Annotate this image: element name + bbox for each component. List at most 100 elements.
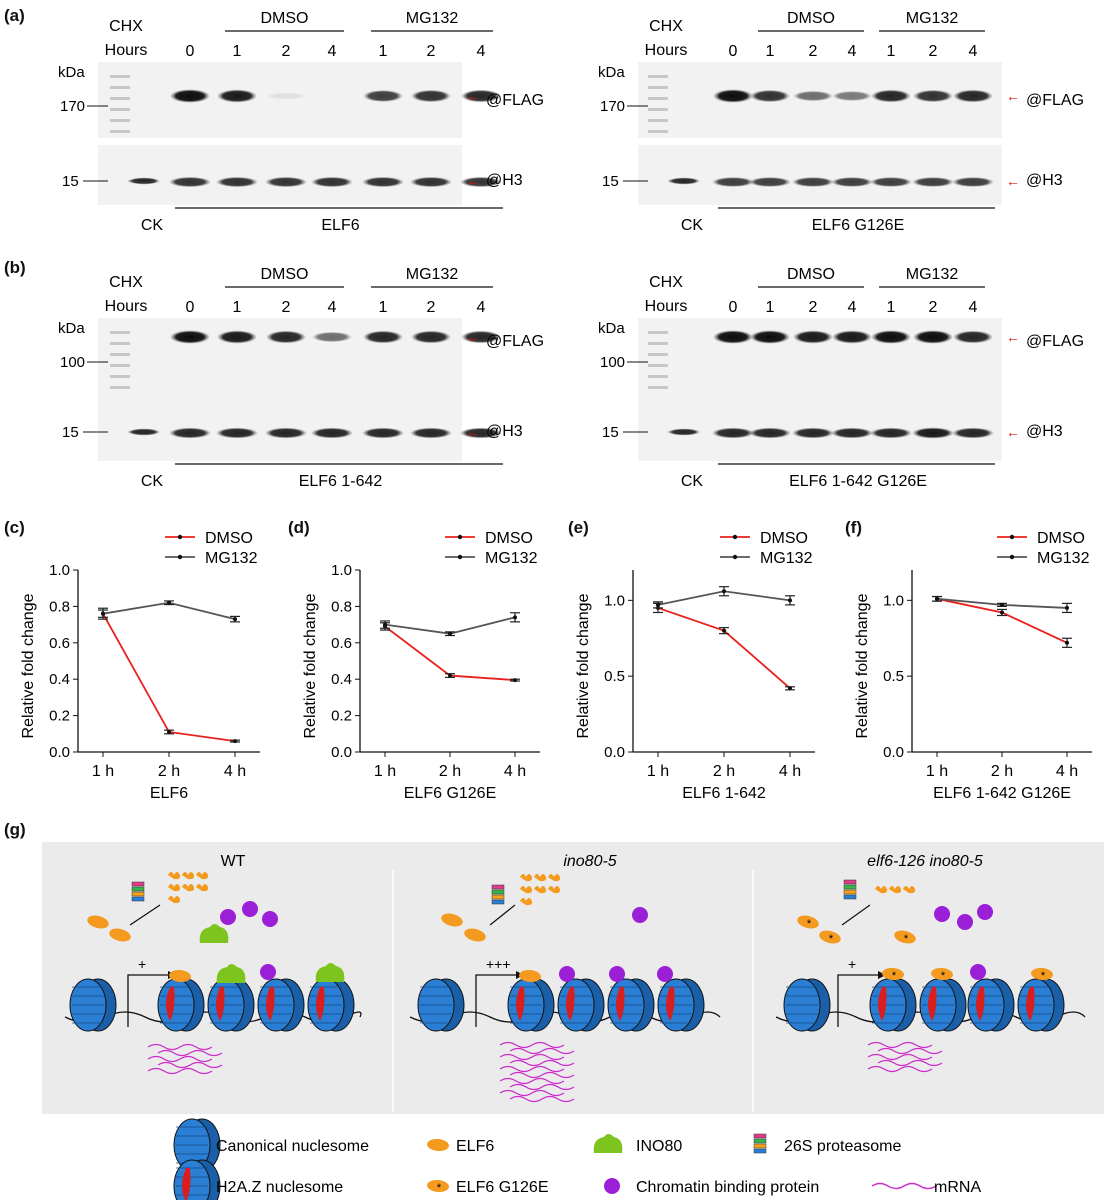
arrow-head <box>878 971 886 979</box>
ck-label: CK <box>681 217 704 234</box>
h2az-nucleosome <box>967 978 1015 1032</box>
degraded-fragment <box>889 886 902 894</box>
red-arrow: ← <box>1006 173 1020 189</box>
proteasome <box>843 879 857 900</box>
ladder-band <box>648 108 668 111</box>
hours-label: Hours <box>645 42 688 59</box>
band <box>952 427 994 439</box>
band <box>712 427 754 439</box>
y-tick-label: 0.4 <box>49 671 70 688</box>
band <box>831 177 873 187</box>
mrna <box>509 1095 575 1103</box>
elf6 <box>87 915 109 929</box>
chromatin-binding-protein <box>604 1178 620 1194</box>
panel-label-g: (g) <box>4 820 26 839</box>
x-tick-label: 2 h <box>991 763 1013 780</box>
proteasome <box>491 884 505 905</box>
mrna <box>509 1071 575 1079</box>
ino80 <box>199 924 229 943</box>
y-axis-label: Relative fold change <box>854 593 871 738</box>
legend-marker <box>457 534 463 540</box>
condition-mg132: MG132 <box>406 10 459 27</box>
y-tick-label: 0.6 <box>49 635 70 652</box>
western-blots: CHX Hours DMSO MG132 0 1 2 4 1 2 4 kDa 170 ← @FLAG 15 ← @… <box>58 10 1084 490</box>
condition-mg132: MG132 <box>906 266 959 283</box>
y-axis-label: Relative fold change <box>20 593 37 738</box>
data-point <box>1000 602 1004 607</box>
model-wt: + <box>64 872 362 1075</box>
band <box>217 330 257 344</box>
panel-title: elf6-126 ino80-5 <box>867 853 983 870</box>
y-tick-label: 1.0 <box>49 562 70 579</box>
band <box>831 427 873 439</box>
ladder-band <box>110 386 130 389</box>
hour-label: 2 <box>929 43 938 60</box>
band <box>792 177 834 187</box>
antibody-top: @FLAG <box>1026 92 1084 109</box>
data-point <box>513 615 517 620</box>
legend-item: 26S proteasome <box>784 1138 902 1155</box>
hour-label: 2 <box>427 43 436 60</box>
degraded-fragment <box>182 884 195 892</box>
transcription-arrow <box>475 974 516 1027</box>
panel-label-a: (a) <box>4 6 25 25</box>
transcription-arrow <box>837 974 878 1027</box>
red-arrow: ← <box>466 88 480 104</box>
degraded-fragment <box>168 884 181 892</box>
marker-bottom: 15 <box>62 424 79 441</box>
elf6-g126e <box>1031 967 1053 981</box>
antibody-bottom: @H3 <box>486 172 523 189</box>
condition-dmso: DMSO <box>261 266 309 283</box>
mrna <box>867 1041 933 1049</box>
band <box>460 427 502 439</box>
hour-label: 1 <box>379 43 388 60</box>
data-point <box>788 598 792 603</box>
y-tick-label: 0.4 <box>331 671 352 688</box>
band <box>713 330 753 344</box>
x-axis-label: ELF6 <box>150 785 188 802</box>
ladder-band <box>110 130 130 133</box>
y-axis-label: Relative fold change <box>302 593 319 738</box>
legend-label: DMSO <box>205 530 253 547</box>
y-tick-label: 1.0 <box>604 592 625 609</box>
transcription-arrow <box>127 974 168 1027</box>
band <box>216 427 258 439</box>
hour-label: 1 <box>233 299 242 316</box>
band <box>363 90 403 102</box>
x-axis-label: ELF6 G126E <box>404 785 497 802</box>
condition-mg132: MG132 <box>406 266 459 283</box>
ladder-band <box>110 97 130 100</box>
band <box>870 177 912 187</box>
y-tick-label: 0.8 <box>331 598 352 615</box>
x-tick-label: 1 h <box>926 763 948 780</box>
mrna <box>509 1047 575 1055</box>
y-axis-label: Relative fold change <box>575 593 592 738</box>
ladder-band <box>648 375 668 378</box>
blot-1: CHX Hours DMSO MG132 0 1 2 4 1 2 4 kDa 170 ← @FLAG 15 ← @… <box>598 10 1084 234</box>
chx-label: CHX <box>649 274 683 291</box>
x-axis-label: ELF6 1-642 <box>682 785 766 802</box>
marker-top: 100 <box>600 354 625 371</box>
band <box>410 427 452 439</box>
x-tick-label: 4 h <box>1056 763 1078 780</box>
band <box>460 176 502 188</box>
hour-label: 1 <box>766 299 775 316</box>
data-point <box>513 678 517 683</box>
band <box>169 427 211 439</box>
band <box>793 330 833 344</box>
elf6-g126e <box>894 930 916 944</box>
chromatin-binding-protein <box>220 909 236 925</box>
red-arrow: ← <box>1006 88 1020 104</box>
band <box>912 177 954 187</box>
legend-item: ELF6 G126E <box>456 1179 549 1196</box>
ck-label: CK <box>681 473 704 490</box>
band <box>871 89 911 103</box>
chromatin-binding-protein <box>632 907 648 923</box>
hour-label: 4 <box>969 299 978 316</box>
series-line-dmso <box>657 607 791 689</box>
ladder-band <box>110 119 130 122</box>
data-point <box>167 600 171 605</box>
hour-label: 0 <box>186 299 195 316</box>
band <box>265 427 307 439</box>
ladder-band <box>648 342 668 345</box>
